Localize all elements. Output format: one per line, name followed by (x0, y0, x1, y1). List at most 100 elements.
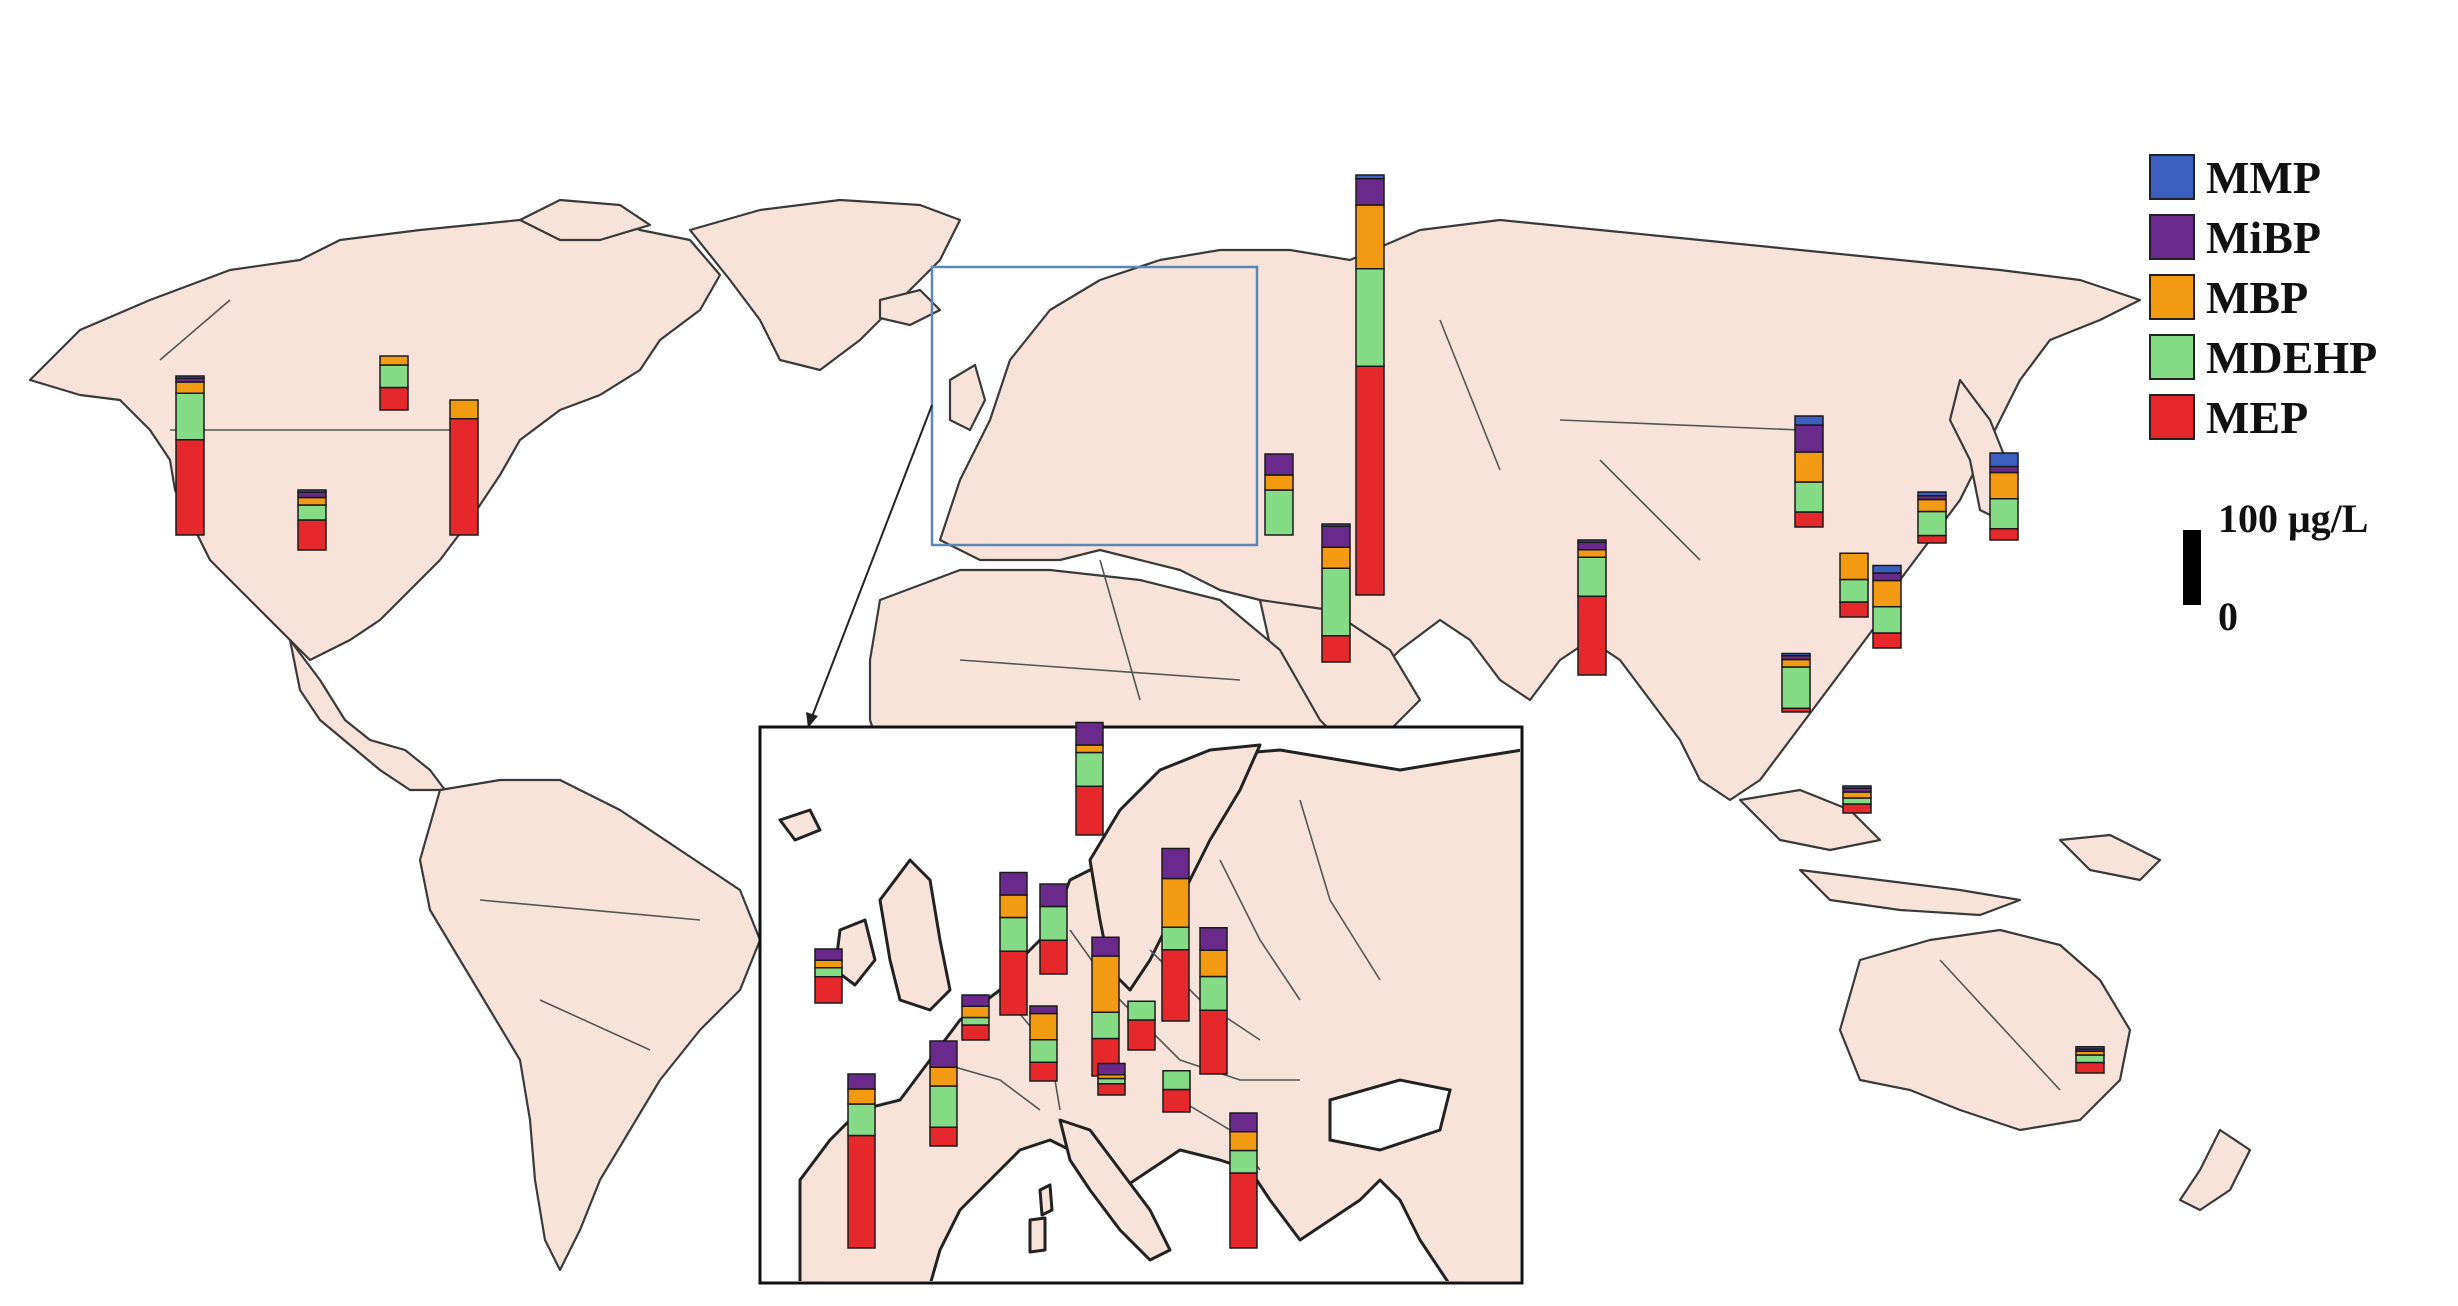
europe-segment-mdehp (1162, 1070, 1191, 1091)
arctic-islands-landmass (518, 198, 652, 242)
world-bar (297, 489, 327, 551)
europe-segment-mbp (929, 1066, 958, 1087)
europe-segment-mep (1127, 1019, 1156, 1051)
world-segment-mbp (1577, 549, 1607, 558)
world-segment-mdehp (175, 392, 205, 441)
world-segment-mbp (1917, 498, 1947, 513)
europe-bar (814, 948, 843, 1004)
world-segment-mibp (297, 491, 327, 499)
europe-segment-mbp (1029, 1012, 1058, 1041)
central-america-landmass (288, 638, 447, 792)
world-bar (1839, 552, 1869, 618)
world-segment-mdehp (2075, 1054, 2105, 1064)
europe-segment-mibp (1029, 1005, 1058, 1015)
legend-label-mbp: MBP (2206, 272, 2308, 323)
legend-swatch-mbp (2149, 274, 2195, 320)
world-segment-mep (379, 386, 409, 411)
europe-segment-mdehp (999, 916, 1028, 952)
europe-segment-mep (1097, 1083, 1126, 1096)
world-segment-mbp (1989, 471, 2019, 500)
europe-segment-mdehp (1229, 1149, 1258, 1174)
world-segment-mmp (1842, 785, 1872, 789)
europe-bar (1199, 927, 1228, 1075)
europe-segment-mibp (929, 1040, 958, 1068)
world-segment-mibp (1577, 541, 1607, 551)
new-zealand-landmass (2178, 1128, 2252, 1212)
legend-swatch-mdehp (2149, 334, 2195, 380)
world-segment-mdehp (1355, 268, 1385, 367)
europe-segment-mibp (1075, 721, 1104, 746)
world-segment-mmp (1321, 523, 1351, 527)
world-segment-mmp (1577, 539, 1607, 543)
world-segment-mibp (1872, 572, 1902, 582)
legend-label-mdehp: MDEHP (2206, 332, 2377, 383)
inset-corsica (1038, 1183, 1054, 1217)
inset-uk (878, 858, 952, 1012)
europe-bar (1097, 1062, 1126, 1096)
world-bar (379, 355, 409, 411)
world-segment-mep (1917, 534, 1947, 544)
europe-segment-mdehp (1029, 1039, 1058, 1063)
world-segment-mep (297, 519, 327, 551)
europe-segment-mibp (847, 1073, 876, 1090)
world-bar (2075, 1046, 2105, 1074)
europe-bar (1229, 1112, 1258, 1249)
europe-segment-mep (1199, 1009, 1228, 1075)
world-segment-mep (1321, 635, 1351, 663)
world-bar (1989, 452, 2019, 541)
south-america-landmass (418, 778, 762, 1272)
europe-segment-mibp (961, 994, 990, 1007)
europe-segment-mibp (1161, 847, 1190, 880)
world-segment-mdehp (1577, 556, 1607, 597)
world-segment-mbp (1781, 658, 1811, 668)
europe-segment-mep (1075, 785, 1104, 836)
world-segment-mep (175, 439, 205, 536)
europe-segment-mbp (1075, 744, 1104, 754)
world-segment-mmp (1794, 415, 1824, 426)
world-segment-mep (1839, 601, 1869, 618)
europe-bar (1091, 936, 1120, 1077)
europe-segment-mbp (999, 894, 1028, 919)
europe-bar (1029, 1005, 1058, 1082)
world-bar (1917, 491, 1947, 544)
north-america-landmass (28, 213, 722, 662)
indonesia-landmass (1798, 868, 2022, 917)
europe-segment-mdehp (1097, 1077, 1126, 1085)
europe-segment-mbp (1229, 1131, 1258, 1152)
legend-label-mep: MEP (2206, 392, 2308, 443)
europe-segment-mep (929, 1126, 958, 1147)
europe-segment-mep (961, 1024, 990, 1041)
world-segment-mmp (1872, 564, 1902, 574)
europe-segment-mep (847, 1134, 876, 1249)
europe-segment-mbp (847, 1088, 876, 1105)
legend-label-mmp: MMP (2206, 152, 2321, 203)
europe-inset-bars (814, 721, 1258, 1249)
world-segment-mep (1794, 511, 1824, 528)
iceland-landmass (878, 288, 942, 327)
australia-landmass (1838, 928, 2132, 1132)
europe-bar (1075, 721, 1104, 836)
europe-segment-mbp (1199, 949, 1228, 978)
world-segment-mbp (1355, 204, 1385, 270)
europe-bar (1039, 883, 1068, 975)
europe-segment-mibp (1039, 883, 1068, 908)
world-segment-mdehp (1264, 489, 1294, 536)
legend-swatch-mmp (2149, 154, 2195, 200)
greenland-landmass (688, 198, 962, 372)
world-segment-mdehp (1842, 797, 1872, 805)
europe-segment-mep (1029, 1061, 1058, 1082)
europe-segment-mdehp (1161, 926, 1190, 951)
europe-segment-mibp (999, 871, 1028, 896)
legend-swatch-mibp (2149, 214, 2195, 260)
southeast-asia-islands-landmass (1738, 788, 1882, 852)
world-segment-mbp (1839, 552, 1869, 581)
europe-segment-mdehp (1127, 1000, 1156, 1021)
europe-segment-mbp (1091, 955, 1120, 1013)
europe-segment-mibp (1199, 927, 1228, 951)
europe-segment-mdehp (1039, 905, 1068, 941)
europe-bar (1162, 1070, 1191, 1113)
europe-segment-mep (814, 976, 843, 1004)
world-segment-mep (1872, 632, 1902, 649)
europe-segment-mdehp (847, 1103, 876, 1137)
